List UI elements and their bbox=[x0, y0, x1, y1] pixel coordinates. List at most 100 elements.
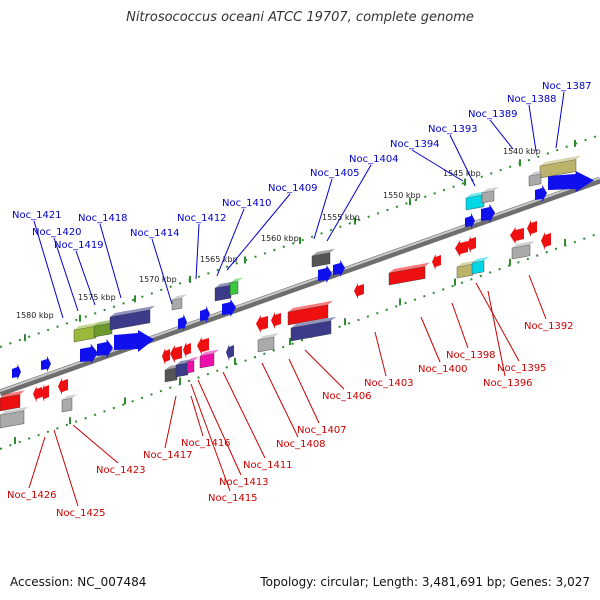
forward-gene-leader-line bbox=[313, 178, 333, 240]
kbp-scale-label: 1580 kbp bbox=[16, 311, 54, 320]
forward-gene-label: Noc_1405 bbox=[310, 168, 360, 179]
forward-gene-block bbox=[311, 248, 335, 268]
forward-gene-leader-line bbox=[555, 91, 565, 149]
reverse-gene-arrow bbox=[527, 220, 537, 237]
forward-gene-leader-line bbox=[449, 134, 476, 187]
reverse-gene-arrow bbox=[432, 254, 441, 270]
reverse-gene-arrow bbox=[33, 386, 42, 402]
page-title: Nitrosococcus oceani ATCC 19707, complet… bbox=[126, 10, 474, 25]
kbp-scale-label: 1550 kbp bbox=[383, 191, 421, 200]
reverse-gene-leader-line bbox=[288, 358, 320, 424]
reverse-gene-block bbox=[287, 300, 333, 326]
reverse-gene-leader-line bbox=[487, 290, 506, 377]
forward-gene-label: Noc_1388 bbox=[507, 94, 557, 105]
reverse-gene-block bbox=[0, 390, 25, 412]
reverse-gene-label: Noc_1403 bbox=[364, 378, 414, 389]
forward-gene-leader-line bbox=[326, 164, 372, 242]
forward-gene-arrow bbox=[318, 265, 332, 283]
reverse-gene-leader-line bbox=[190, 383, 231, 492]
forward-gene-label: Noc_1404 bbox=[349, 154, 399, 165]
forward-gene-leader-line bbox=[411, 149, 464, 182]
reverse-gene-label: Noc_1415 bbox=[208, 493, 258, 504]
reverse-gene-block bbox=[257, 333, 279, 353]
reverse-gene-leader-line bbox=[53, 429, 79, 507]
reverse-gene-block bbox=[388, 262, 430, 286]
forward-gene-arrow bbox=[200, 306, 210, 323]
reverse-gene-leader-line bbox=[164, 395, 177, 449]
reverse-gene-arrow bbox=[256, 315, 268, 333]
forward-gene-leader-line bbox=[75, 250, 96, 306]
reverse-gene-arrow bbox=[183, 342, 191, 358]
reverse-gene-arrow bbox=[541, 232, 551, 250]
forward-gene-label: Noc_1414 bbox=[130, 228, 180, 239]
reverse-gene-label: Noc_1417 bbox=[143, 450, 193, 461]
reverse-gene-leader-line bbox=[374, 331, 387, 377]
reverse-gene-leader-line bbox=[197, 379, 242, 476]
kbp-scale-label: 1545 kbp bbox=[443, 169, 481, 178]
forward-gene-arrow bbox=[12, 364, 21, 380]
forward-gene-label: Noc_1393 bbox=[428, 124, 478, 135]
reverse-gene-arrow bbox=[58, 378, 68, 395]
reverse-gene-arrow bbox=[226, 344, 234, 361]
forward-gene-label: Noc_1394 bbox=[390, 139, 440, 150]
forward-gene-arrow bbox=[481, 204, 495, 223]
forward-gene-label: Noc_1389 bbox=[468, 109, 518, 120]
reverse-gene-label: Noc_1426 bbox=[7, 490, 57, 501]
ruler-top bbox=[0, 134, 600, 348]
forward-gene-block bbox=[528, 169, 546, 187]
reverse-gene-label: Noc_1407 bbox=[297, 425, 347, 436]
reverse-gene-block bbox=[175, 358, 193, 378]
reverse-gene-label: Noc_1416 bbox=[181, 438, 231, 449]
forward-gene-leader-line bbox=[151, 238, 173, 305]
reverse-gene-block bbox=[61, 394, 77, 413]
forward-gene-arrow bbox=[333, 260, 345, 277]
forward-gene-label: Noc_1418 bbox=[78, 213, 128, 224]
reverse-gene-label: Noc_1411 bbox=[243, 460, 293, 471]
reverse-gene-block bbox=[0, 406, 29, 429]
reverse-gene-leader-line bbox=[451, 302, 469, 349]
forward-gene-block bbox=[481, 186, 499, 204]
reverse-gene-label: Noc_1392 bbox=[524, 321, 574, 332]
reverse-gene-label: Noc_1425 bbox=[56, 508, 106, 519]
reverse-gene-block bbox=[290, 316, 336, 342]
forward-gene-block bbox=[109, 305, 155, 331]
kbp-scale-label: 1565 kbp bbox=[200, 255, 238, 264]
forward-gene-label: Noc_1412 bbox=[177, 213, 227, 224]
forward-gene-leader-line bbox=[226, 193, 291, 271]
forward-gene-leader-line bbox=[528, 104, 537, 152]
forward-gene-label: Noc_1387 bbox=[542, 81, 592, 92]
reverse-gene-leader-line bbox=[261, 362, 299, 438]
kbp-scale-label: 1570 kbp bbox=[139, 275, 177, 284]
forward-gene-block bbox=[73, 322, 101, 343]
reverse-gene-label: Noc_1408 bbox=[276, 439, 326, 450]
reverse-gene-leader-line bbox=[475, 282, 520, 362]
reverse-gene-leader-line bbox=[72, 424, 119, 464]
forward-gene-leader-line bbox=[216, 208, 245, 277]
forward-gene-arrow bbox=[80, 344, 98, 364]
reverse-gene-block bbox=[511, 240, 535, 260]
forward-gene-arrow bbox=[535, 185, 547, 202]
forward-gene-block bbox=[171, 294, 187, 311]
forward-gene-label: Noc_1410 bbox=[222, 198, 272, 209]
reverse-gene-block bbox=[456, 260, 478, 279]
reverse-gene-label: Noc_1396 bbox=[483, 378, 533, 389]
forward-gene-leader-line bbox=[99, 223, 122, 299]
forward-gene-leader-line bbox=[33, 220, 64, 319]
reverse-gene-label: Noc_1400 bbox=[418, 364, 468, 375]
kbp-scale-label: 1560 kbp bbox=[261, 234, 299, 243]
reverse-gene-label: Noc_1423 bbox=[96, 465, 146, 476]
genome-backbone bbox=[0, 176, 600, 397]
forward-gene-leader-line bbox=[489, 119, 514, 150]
reverse-gene-leader-line bbox=[304, 349, 345, 390]
forward-gene-label: Noc_1409 bbox=[268, 183, 318, 194]
forward-gene-arrow bbox=[114, 330, 154, 352]
reverse-gene-arrow bbox=[455, 240, 468, 257]
forward-gene-arrow bbox=[465, 213, 475, 229]
accession-text: Accession: NC_007484 bbox=[10, 575, 147, 589]
forward-gene-arrow bbox=[41, 356, 51, 372]
reverse-gene-block bbox=[186, 356, 199, 374]
reverse-gene-label: Noc_1406 bbox=[322, 391, 372, 402]
forward-gene-label: Noc_1420 bbox=[32, 227, 82, 238]
